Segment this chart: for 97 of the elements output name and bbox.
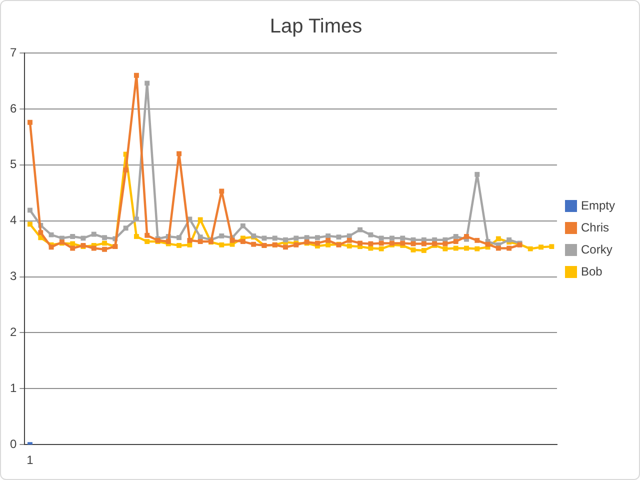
point: [346, 233, 352, 238]
legend-label: Bob: [580, 264, 603, 278]
point: [187, 238, 192, 243]
point: [368, 232, 374, 238]
point: [294, 236, 299, 241]
point: [187, 242, 192, 248]
point: [251, 242, 256, 247]
point: [28, 120, 32, 125]
point: [91, 246, 96, 251]
point: [400, 236, 406, 241]
point: [442, 246, 448, 252]
point: [70, 241, 76, 246]
point: [123, 167, 128, 172]
point: [474, 172, 480, 177]
point: [80, 236, 86, 241]
point: [314, 240, 320, 246]
point: [506, 246, 512, 251]
point: [102, 235, 107, 240]
point: [176, 151, 182, 156]
point: [453, 246, 458, 251]
point: [358, 227, 363, 232]
legend-label: Empty: [580, 198, 616, 212]
point: [91, 232, 96, 237]
point: [198, 234, 203, 240]
point: [176, 242, 182, 248]
y-tick-label: 7: [10, 45, 17, 60]
point: [453, 239, 458, 244]
point: [528, 246, 533, 252]
point: [442, 241, 448, 246]
point: [48, 244, 54, 250]
point: [549, 244, 554, 250]
y-tick-label: 2: [10, 325, 17, 340]
point: [464, 246, 469, 251]
y-tick-label: 3: [10, 269, 17, 284]
point: [134, 216, 139, 222]
point: [378, 246, 384, 252]
point: [378, 240, 384, 246]
point: [48, 232, 54, 238]
point: [283, 244, 288, 250]
point: [506, 237, 512, 242]
y-tick-label: 1: [10, 380, 17, 395]
point: [358, 240, 363, 246]
point: [198, 217, 203, 222]
point: [262, 236, 267, 241]
point: [378, 236, 384, 241]
point: [368, 241, 374, 246]
chart-title: Lap Times: [270, 16, 362, 38]
point: [410, 247, 416, 252]
point: [326, 242, 331, 248]
point: [314, 235, 320, 240]
point: [134, 234, 139, 239]
point: [144, 239, 150, 244]
y-tick-label: 0: [10, 436, 17, 451]
legend-label: Corky: [580, 242, 612, 256]
point: [368, 246, 374, 251]
point: [496, 236, 501, 242]
point: [421, 248, 426, 253]
point: [144, 80, 150, 86]
point: [390, 236, 394, 241]
y-tick-label: 5: [10, 157, 17, 172]
point: [102, 240, 107, 246]
legend-label: Chris: [580, 220, 610, 234]
point: [283, 237, 288, 242]
point: [230, 238, 235, 243]
point: [326, 238, 331, 243]
point: [28, 222, 32, 227]
point: [134, 72, 139, 78]
point: [496, 246, 501, 251]
point: [346, 238, 352, 243]
point: [304, 235, 310, 240]
point: [240, 239, 246, 244]
point: [219, 233, 224, 238]
point: [219, 242, 224, 248]
point: [102, 246, 107, 252]
point: [240, 223, 246, 228]
point: [538, 244, 544, 250]
point: [346, 244, 352, 248]
point: [485, 242, 490, 247]
point: [38, 230, 44, 236]
y-tick-label: 6: [10, 101, 17, 116]
point: [28, 208, 32, 213]
y-tick-label: 4: [10, 213, 17, 228]
point: [474, 238, 480, 243]
point: [70, 234, 76, 239]
point: [176, 235, 182, 240]
point: [326, 233, 331, 238]
point: [453, 234, 458, 239]
point: [198, 239, 203, 244]
point: [272, 236, 278, 241]
point: [474, 246, 480, 252]
point: [464, 234, 469, 239]
point: [70, 246, 76, 251]
point: [421, 241, 426, 246]
point: [123, 226, 128, 231]
point: [144, 232, 150, 238]
point: [219, 188, 224, 194]
point: [336, 234, 342, 240]
